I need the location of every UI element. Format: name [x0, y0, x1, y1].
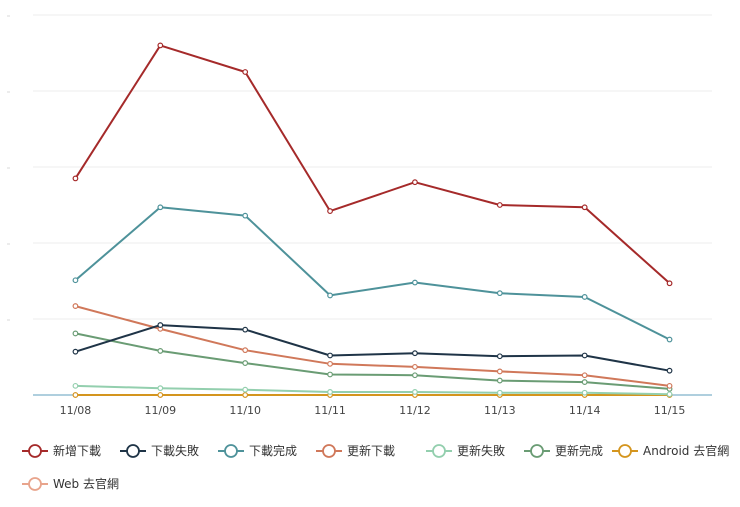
data-point	[242, 326, 249, 333]
data-point	[666, 391, 673, 398]
grid-lines	[7, 14, 712, 321]
data-point	[72, 382, 79, 389]
data-point	[666, 280, 673, 287]
data-point	[157, 204, 164, 211]
data-point	[242, 386, 249, 393]
legend-swatch-icon	[618, 444, 632, 458]
data-point	[157, 42, 164, 49]
data-point	[72, 330, 79, 337]
data-point	[581, 204, 588, 211]
data-point	[581, 372, 588, 379]
legend-swatch-icon	[28, 444, 42, 458]
data-point	[242, 347, 249, 354]
data-point	[581, 389, 588, 396]
legend-item[interactable]: 新增下載	[22, 443, 101, 458]
legend-swatch-icon	[432, 444, 446, 458]
x-tick-label: 11/14	[569, 404, 601, 417]
data-point	[72, 175, 79, 182]
data-point	[581, 352, 588, 359]
data-point	[157, 348, 164, 354]
data-point	[72, 348, 79, 355]
data-point	[157, 392, 164, 398]
legend-label: 新增下載	[53, 443, 101, 458]
data-point	[412, 372, 418, 379]
data-point	[242, 212, 249, 219]
series-line	[74, 206, 671, 341]
x-tick-label: 11/11	[314, 404, 346, 417]
data-point	[72, 277, 79, 284]
data-point	[327, 389, 333, 395]
data-point	[581, 379, 588, 385]
data-point	[412, 179, 418, 186]
data-point	[496, 389, 503, 396]
legend-swatch-icon	[530, 444, 544, 458]
legend-swatch-icon	[322, 444, 336, 458]
x-tick-label: 11/12	[399, 404, 431, 417]
data-point	[666, 336, 673, 343]
data-point	[496, 368, 503, 375]
data-point	[496, 202, 503, 208]
data-point	[327, 371, 333, 378]
data-point	[327, 208, 333, 214]
x-tick-label: 11/10	[229, 404, 261, 417]
legend-label: Web 去官網	[53, 476, 119, 491]
legend-item[interactable]: Android 去官網	[612, 443, 729, 458]
legend-item[interactable]: 更新完成	[524, 443, 603, 458]
legend-item[interactable]: Web 去官網	[22, 476, 119, 491]
legend-label: Android 去官網	[643, 443, 729, 458]
legend-swatch-icon	[224, 444, 238, 458]
data-point	[242, 69, 249, 75]
x-tick-label: 11/15	[654, 404, 686, 417]
series-line	[75, 384, 670, 396]
legend-item[interactable]: 更新失敗	[426, 443, 505, 458]
x-tick-label: 11/09	[144, 404, 176, 417]
data-point	[72, 303, 79, 309]
x-axis: 11/08 11/09 11/10 11/11 11/12 11/13 11/14 11/15	[33, 394, 712, 417]
legend-label: 下載失敗	[151, 443, 199, 458]
data-point	[327, 360, 333, 367]
series-line	[75, 324, 670, 372]
data-point	[496, 290, 503, 297]
data-point	[666, 382, 673, 389]
legend-label: 更新完成	[555, 443, 603, 458]
legend-label: 下載完成	[249, 443, 297, 458]
data-point	[412, 350, 418, 357]
data-point	[242, 392, 249, 398]
data-point	[242, 360, 249, 366]
series-line	[75, 332, 670, 390]
data-point	[327, 352, 333, 359]
data-point	[412, 389, 418, 395]
series-line	[75, 305, 670, 387]
legend-item[interactable]: 下載完成	[218, 443, 297, 458]
data-point	[157, 385, 164, 392]
legend-label: 更新失敗	[457, 443, 505, 458]
data-point	[327, 292, 333, 299]
legend[interactable]: 新增下載 下載失敗 下載完成 更新下載 更新失敗 更新完成 Android 去官網 Web 去…	[22, 443, 729, 491]
legend-item[interactable]: 下載失敗	[120, 443, 199, 458]
legend-swatch-icon	[126, 444, 140, 458]
legend-swatch-icon	[28, 477, 42, 491]
data-point	[412, 363, 418, 370]
data-point	[72, 392, 79, 398]
legend-label: 更新下載	[347, 443, 395, 458]
data-point	[496, 353, 503, 360]
data-point	[581, 294, 588, 300]
data-point	[496, 377, 503, 384]
series-line	[74, 44, 671, 285]
data-point	[666, 367, 673, 374]
legend-item[interactable]: 更新下載	[316, 443, 395, 458]
x-tick-label: 11/08	[60, 404, 92, 417]
x-tick-label: 11/13	[484, 404, 516, 417]
series-lines	[72, 42, 673, 398]
data-point	[157, 322, 164, 328]
data-point	[412, 279, 418, 286]
